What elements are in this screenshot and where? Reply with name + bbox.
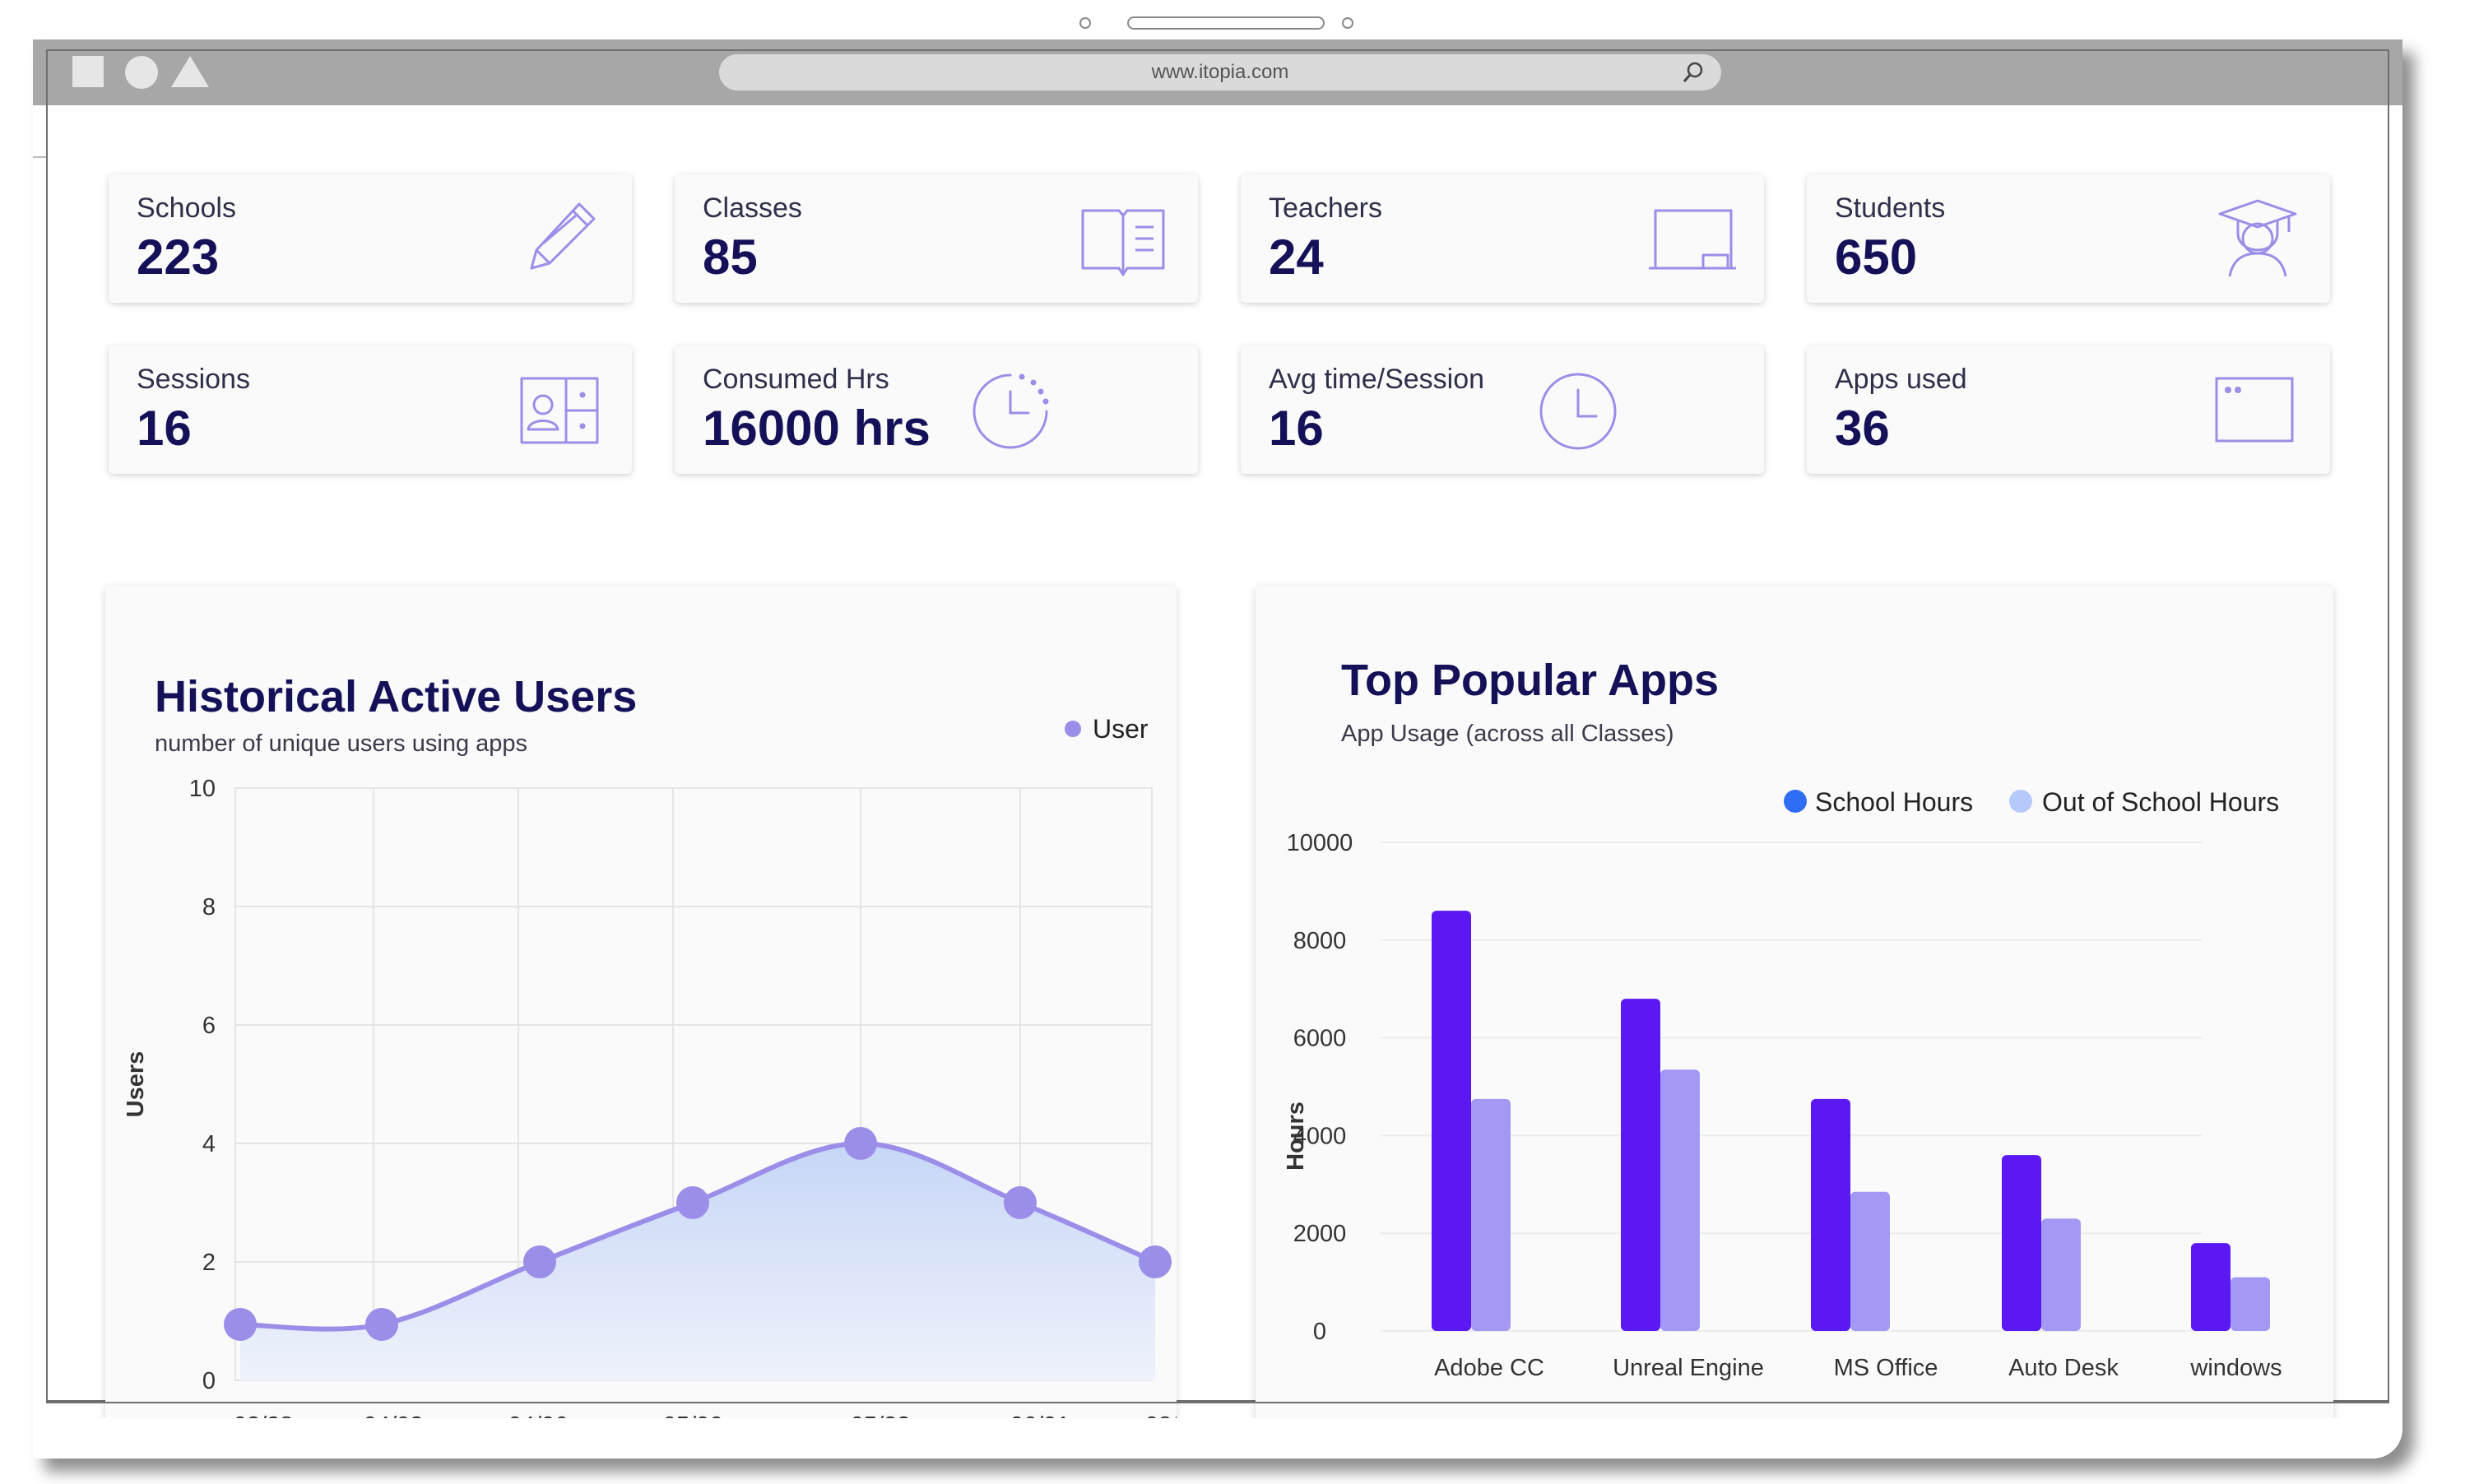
stat-label: Apps used (1835, 364, 1967, 395)
viewport-left-border (46, 105, 48, 1403)
line-chart: 024681003/2804/0204/0605/0605/2206/0108/… (123, 714, 1177, 1458)
url-text: www.itopia.com (1151, 61, 1289, 83)
bar-school-hours (2002, 1155, 2041, 1331)
bar-school-hours (1621, 999, 1660, 1331)
bar-school-hours (2191, 1243, 2231, 1331)
bar-out-of-school-hours (1850, 1191, 1890, 1331)
stat-value: 16 (137, 401, 192, 456)
search-icon[interactable] (1682, 61, 1705, 84)
bar-out-of-school-hours (2041, 1218, 2081, 1331)
chart-title: Historical Active Users (155, 672, 638, 721)
legend-label-school-hours: School Hours (1815, 787, 1973, 817)
stat-card-apps-used[interactable]: Apps used 36 (1807, 345, 2330, 474)
timer-icon (973, 373, 1049, 449)
app-window-icon (2215, 377, 2294, 443)
stat-value: 24 (1269, 230, 1324, 285)
legend-swatch-out-of-school-hours (2009, 790, 2032, 813)
y-tick-label: 0 (202, 1368, 216, 1394)
bar-out-of-school-hours (1660, 1069, 1700, 1331)
notch-pill (1127, 16, 1325, 30)
legend-label-user: User (1093, 714, 1149, 744)
stat-card-teachers[interactable]: Teachers 24 (1241, 174, 1764, 303)
square-control-icon[interactable] (72, 56, 104, 87)
stat-label: Teachers (1269, 192, 1382, 224)
y-tick-label: 6 (202, 1013, 216, 1039)
laptop-icon (1649, 209, 1736, 270)
book-icon (1081, 209, 1165, 276)
id-card-icon (520, 377, 599, 444)
stat-card-avg-time-session[interactable]: Avg time/Session 16 (1241, 345, 1764, 474)
user-data-point (676, 1186, 709, 1219)
y-tick-label: 2 (202, 1250, 216, 1276)
stat-value: 223 (137, 230, 220, 285)
browser-window: www.itopia.com Schools 223 Classes 85 (33, 39, 2402, 1458)
bar-out-of-school-hours (2231, 1277, 2270, 1331)
bar-out-of-school-hours (1471, 1098, 1511, 1331)
legend-swatch-user (1065, 721, 1081, 737)
stat-value: 36 (1835, 401, 1890, 456)
user-data-point (224, 1308, 257, 1341)
legend-swatch-school-hours (1784, 790, 1807, 813)
stat-card-schools[interactable]: Schools 223 (109, 174, 632, 303)
stat-label: Consumed Hrs (703, 364, 889, 395)
clock-icon (1539, 373, 1617, 450)
viewport-right-border (2388, 105, 2389, 1403)
stat-label: Sessions (137, 364, 250, 395)
user-area-fill (240, 1143, 1155, 1380)
browser-toolbar: www.itopia.com (33, 39, 2402, 1402)
y-tick-label: 0 (1313, 1319, 1326, 1345)
user-data-point (365, 1308, 398, 1341)
window-bottom-fade (33, 1418, 2402, 1458)
chart-subtitle: number of unique users using apps (155, 730, 528, 757)
stat-card-students[interactable]: Students 650 (1807, 174, 2330, 303)
stat-value: 650 (1835, 230, 1918, 285)
triangle-control-icon[interactable] (171, 56, 209, 87)
stat-value: 85 (703, 230, 758, 285)
legend-label-out-of-school-hours: Out of School Hours (2042, 787, 2279, 817)
x-tick-label: MS Office (1834, 1355, 1938, 1381)
bar-chart: 0200040006000800010000HoursAppSchool Hou… (1283, 787, 2282, 1452)
notch-dot-right (1342, 17, 1353, 29)
y-tick-label: 10000 (1287, 830, 1353, 856)
scroll-marker (33, 156, 46, 158)
historical-active-users-panel: Historical Active Users number of unique… (105, 586, 1177, 1458)
x-tick-label: Adobe CC (1434, 1355, 1544, 1381)
chart-title: Top Popular Apps (1341, 656, 1719, 705)
y-tick-label: 4 (202, 1131, 216, 1157)
y-tick-label: 4000 (1293, 1123, 1347, 1149)
bar-school-hours (1432, 911, 1471, 1331)
circle-control-icon[interactable] (125, 56, 158, 89)
y-tick-label: 10 (189, 776, 216, 802)
x-tick-label: Unreal Engine (1613, 1355, 1764, 1381)
y-axis-title: Hours (1283, 1101, 1309, 1171)
user-data-point (1139, 1245, 1172, 1278)
graduate-icon (2218, 199, 2297, 277)
user-data-point (844, 1127, 877, 1160)
stat-label: Students (1835, 192, 1946, 224)
stat-label: Schools (137, 192, 236, 224)
y-tick-label: 2000 (1293, 1221, 1347, 1247)
chart-subtitle: App Usage (across all Classes) (1341, 721, 1674, 747)
bar-school-hours (1811, 1098, 1850, 1331)
url-bar[interactable]: www.itopia.com (719, 54, 1721, 90)
stat-card-consumed-hrs[interactable]: Consumed Hrs 16000 hrs (675, 345, 1198, 474)
x-tick-label: Auto Desk (2008, 1355, 2119, 1381)
notch-dot-left (1079, 17, 1091, 29)
pencil-icon (530, 202, 596, 270)
y-tick-label: 8 (202, 894, 216, 921)
y-tick-label: 8000 (1293, 928, 1347, 954)
stat-card-sessions[interactable]: Sessions 16 (109, 345, 632, 474)
top-popular-apps-panel: Top Popular Apps App Usage (across all C… (1256, 586, 2333, 1458)
stat-value: 16000 hrs (703, 401, 931, 456)
stat-card-classes[interactable]: Classes 85 (675, 174, 1198, 303)
user-data-point (523, 1245, 556, 1278)
user-data-point (1004, 1186, 1037, 1219)
stat-value: 16 (1269, 401, 1324, 456)
y-tick-label: 6000 (1293, 1026, 1347, 1052)
x-tick-label: windows (2189, 1355, 2282, 1381)
viewport-bottom-border (46, 1402, 2389, 1403)
y-axis-title: Users (123, 1051, 149, 1118)
stat-label: Classes (703, 192, 802, 224)
stat-label: Avg time/Session (1269, 364, 1485, 395)
